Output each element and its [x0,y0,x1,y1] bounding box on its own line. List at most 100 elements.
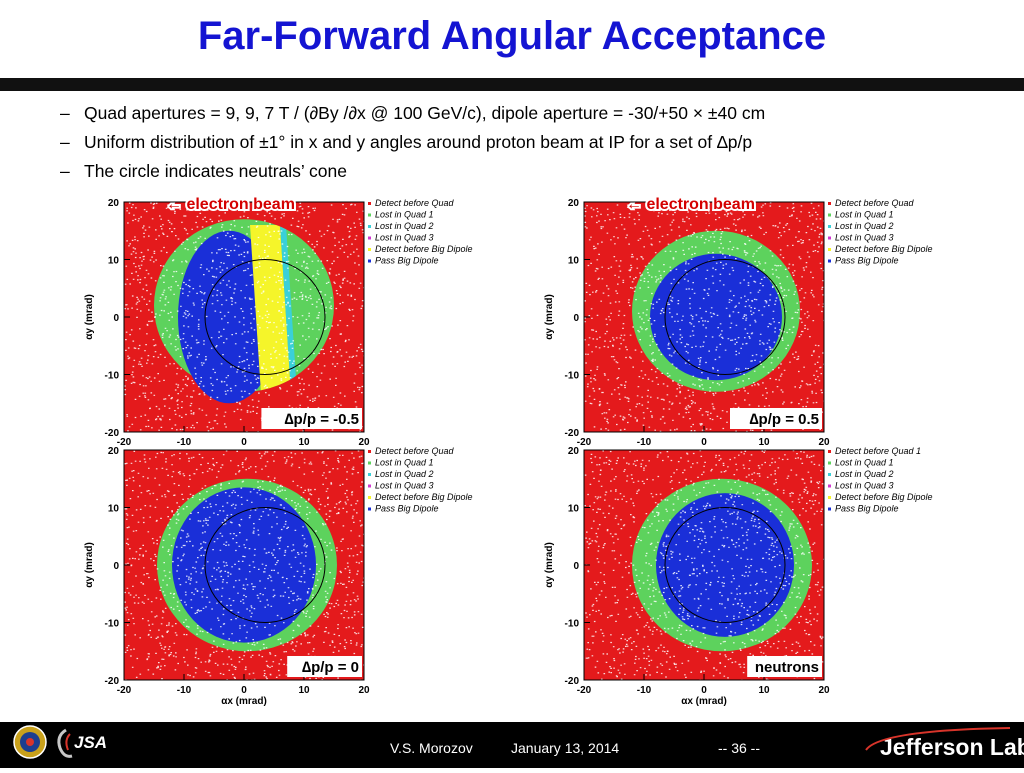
x-tick-label: -20 [117,685,132,696]
legend-marker [828,248,831,251]
legend-entry: Lost in Quad 3 [375,233,434,243]
legend-marker [368,496,371,499]
legend-marker [828,450,831,453]
region-pass-big-dipole [650,254,782,381]
momentum-offset-label: neutrons [755,659,819,676]
x-tick-label: 20 [818,685,830,696]
legend-entry: Detect before Quad [375,198,455,208]
legend-marker [828,496,831,499]
scatter-points [584,202,825,433]
legend-marker [368,248,371,251]
x-tick-label: 10 [298,685,310,696]
momentum-offset-label: ∆p/p = 0.5 [749,411,819,428]
legend-marker [368,462,371,465]
legend-marker [828,225,831,228]
x-axis-label: αx (mrad) [221,696,267,706]
y-tick-label: 20 [568,446,580,457]
momentum-offset-label: ∆p/p = 0 [302,659,359,676]
legend-marker [828,508,831,511]
jefferson-lab-logo: Jefferson Lab [866,728,1024,760]
legend-marker [368,450,371,453]
y-tick-label: 10 [108,504,120,515]
legend-entry: Detect before Quad 1 [835,446,921,456]
y-tick-label: -20 [105,676,120,687]
y-axis-label: αy (mrad) [84,294,95,340]
x-axis-label: αx (mrad) [681,696,727,706]
bullet-item: Uniform distribution of ±1° in x and y a… [56,131,1016,153]
legend-entry: Lost in Quad 3 [835,233,894,243]
bullet-item: The circle indicates neutrals’ cone [56,160,1016,182]
legend-marker [368,473,371,476]
jsa-logo: JSA [59,730,107,756]
y-tick-label: 20 [568,198,580,209]
y-tick-label: -20 [565,428,580,439]
electron-beam-annotation: ← electron beam [166,196,295,213]
legend-entry: Lost in Quad 1 [835,210,894,220]
scatter-chart: -20 -10 0 10 20 -20 -10 0 10 20 αy (mrad) Detect be… [84,192,524,458]
electron-beam-annotation: ← electron beam [626,196,755,213]
legend-entry: Detect before Big Dipole [835,492,933,502]
legend-marker [828,485,831,488]
legend-entry: Lost in Quad 3 [835,481,894,491]
y-tick-label: -10 [565,619,580,630]
legend-entry: Lost in Quad 1 [375,458,434,468]
scatter-chart: -20 -10 0 10 20 -20 -10 0 10 20 αy (mrad) Detect be… [544,192,984,458]
legend-marker [828,237,831,240]
footer-author: V.S. Morozov [390,740,473,756]
scatter-points [584,450,826,681]
scatter-points [124,450,365,681]
scatter-chart: -20 -10 0 10 20 -20 -10 0 10 20 αy (mrad) αx (mrad)… [84,440,524,706]
legend-entry: Detect before Quad [835,198,915,208]
legend-entry: Lost in Quad 3 [375,481,434,491]
seal-logo [14,726,46,758]
legend-marker [368,508,371,511]
bullet-item: Quad apertures = 9, 9, 7 T / (∂By /∂x @ … [56,102,1016,124]
legend-entry: Pass Big Dipole [835,256,899,266]
legend-marker [828,202,831,205]
legend-entry: Lost in Quad 2 [375,469,434,479]
legend-marker [368,260,371,263]
region-pass-big-dipole [656,493,794,637]
acceptance-plot-top-left: -20 -10 0 10 20 -20 -10 0 10 20 αy (mrad) Detect be… [84,192,524,458]
bullet-list: Quad apertures = 9, 9, 7 T / (∂By /∂x @ … [56,102,1016,189]
y-tick-label: 10 [568,256,580,267]
legend-marker [828,260,831,263]
y-tick-label: 0 [573,313,579,324]
legend-entry: Pass Big Dipole [835,504,899,514]
jsa-logo-text: JSA [74,733,107,752]
title-divider [0,78,1024,91]
legend-entry: Detect before Big Dipole [375,492,473,502]
momentum-offset-label: ∆p/p = -0.5 [284,411,359,428]
slide-title: Far-Forward Angular Acceptance [0,14,1024,59]
legend-entry: Lost in Quad 2 [835,469,894,479]
footer-page-number: -- 36 -- [718,740,760,756]
y-tick-label: -20 [105,428,120,439]
legend-marker [368,225,371,228]
legend-marker [828,473,831,476]
acceptance-plot-bottom-right: -20 -10 0 10 20 -20 -10 0 10 20 αy (mrad) αx (mrad)… [544,440,984,706]
y-tick-label: 10 [108,256,120,267]
legend-marker [828,214,831,217]
legend-entry: Detect before Big Dipole [835,244,933,254]
footer-date: January 13, 2014 [511,740,619,756]
y-tick-label: -10 [105,619,120,630]
scatter-points [124,202,366,433]
y-tick-label: -10 [565,371,580,382]
x-tick-label: 20 [358,685,370,696]
legend-entry: Lost in Quad 1 [835,458,894,468]
legend-entry: Lost in Quad 1 [375,210,434,220]
y-tick-label: -20 [565,676,580,687]
y-axis-label: αy (mrad) [544,294,555,340]
y-tick-label: 0 [113,313,119,324]
legend-entry: Detect before Big Dipole [375,244,473,254]
acceptance-plot-bottom-left: -20 -10 0 10 20 -20 -10 0 10 20 αy (mrad) αx (mrad)… [84,440,524,706]
legend-entry: Detect before Quad [375,446,455,456]
legend-marker [828,462,831,465]
scatter-chart: -20 -10 0 10 20 -20 -10 0 10 20 αy (mrad) αx (mrad)… [544,440,984,706]
x-tick-label: 10 [758,685,770,696]
y-tick-label: 20 [108,446,120,457]
y-tick-label: 10 [568,504,580,515]
y-tick-label: 0 [113,561,119,572]
x-tick-label: 0 [241,685,247,696]
y-axis-label: αy (mrad) [84,542,95,588]
